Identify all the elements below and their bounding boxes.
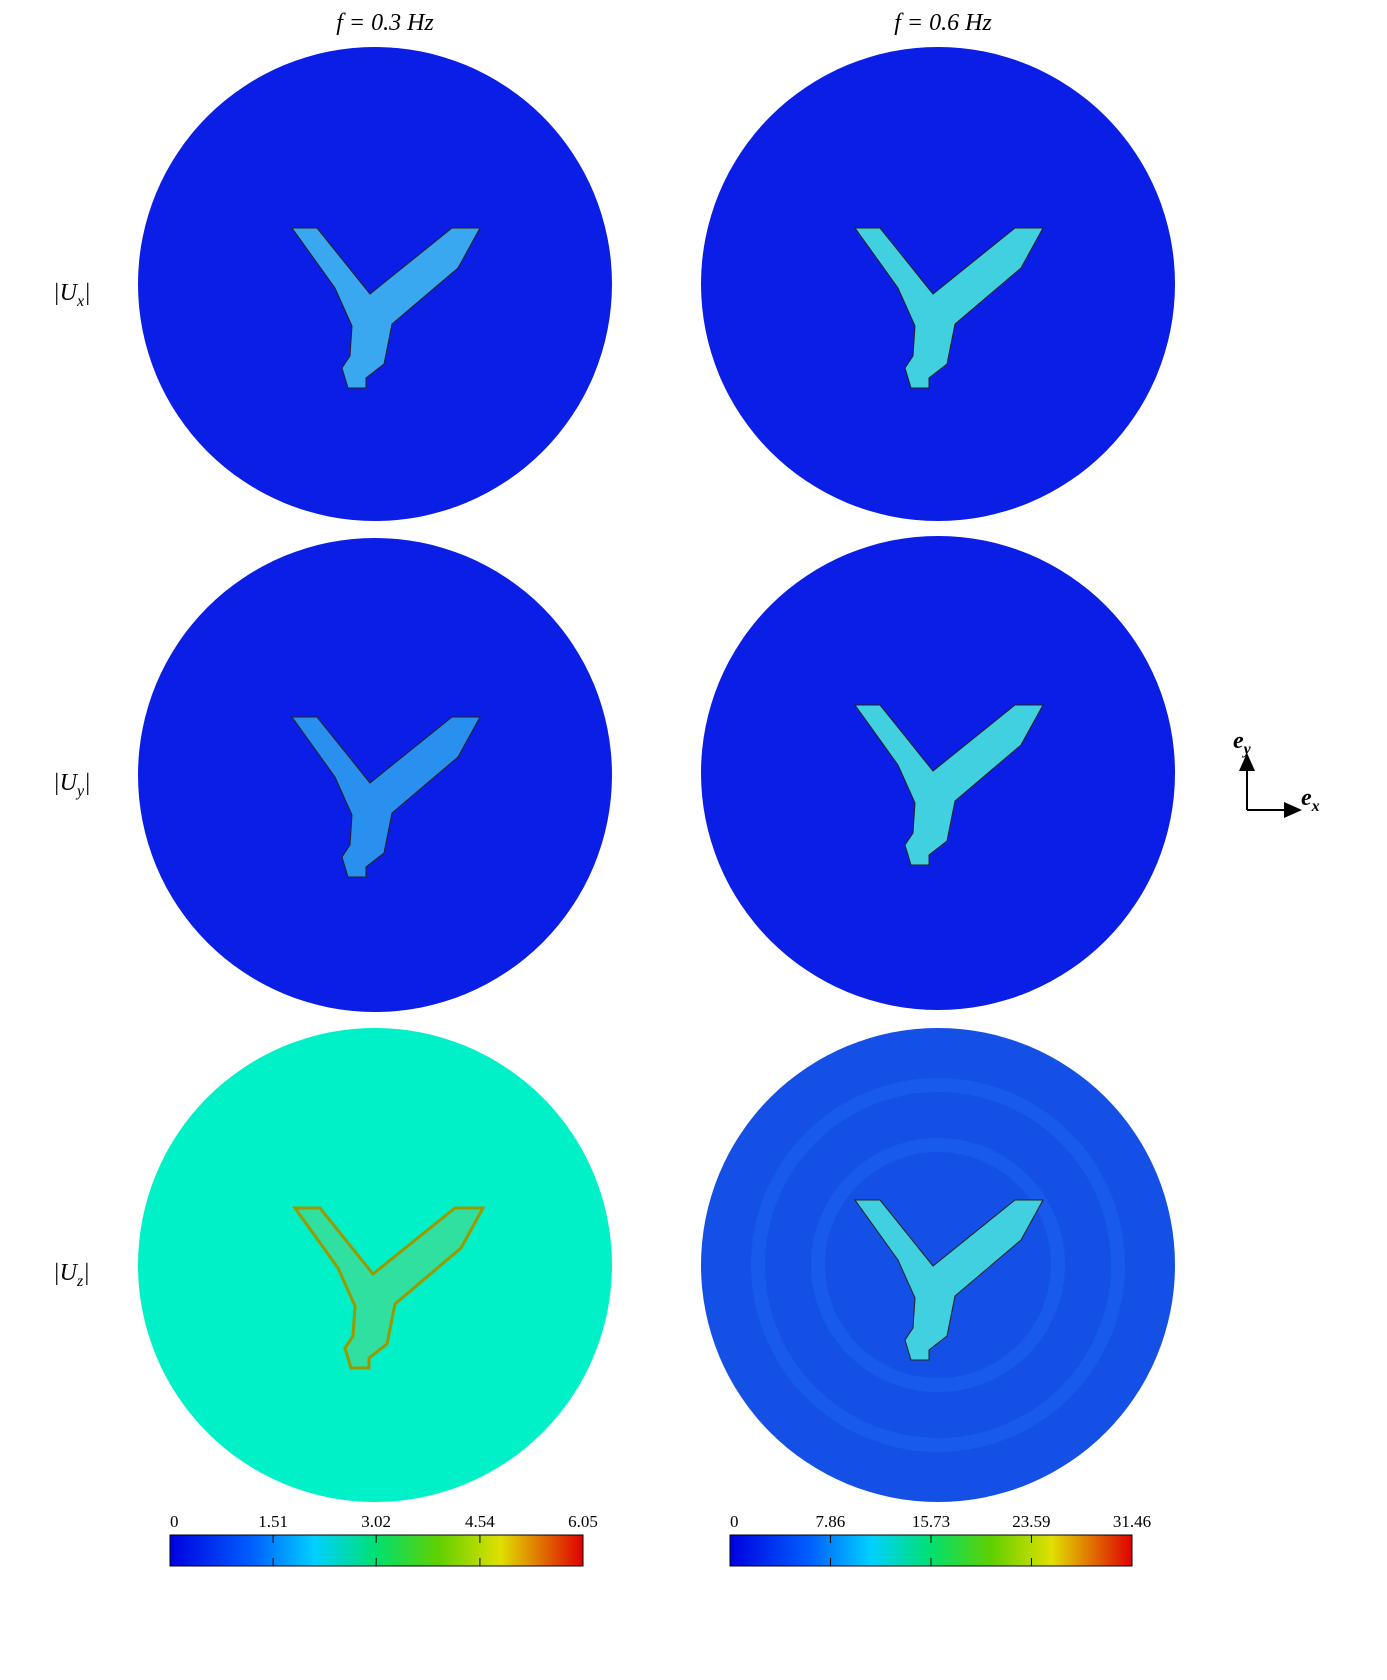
colorbar-tick-label: 3.02	[361, 1512, 391, 1531]
axes-icon: ey ex	[1233, 728, 1320, 818]
disk-plot	[138, 47, 612, 521]
colorbar-tick-label: 23.59	[1012, 1512, 1050, 1531]
disk-plot	[138, 538, 612, 1012]
colorbar-tick-label: 0	[170, 1512, 179, 1531]
disk-plot	[701, 47, 1175, 521]
row-label: |Ux|	[53, 280, 91, 310]
colorbar-tick-label: 7.86	[816, 1512, 846, 1531]
colorbar-tick-label: 31.46	[1113, 1512, 1151, 1531]
disk-plot	[701, 536, 1175, 1010]
colorbar-tick-label: 4.54	[465, 1512, 495, 1531]
colorbar-tick-label: 15.73	[912, 1512, 950, 1531]
column-title: f = 0.3 Hz	[336, 10, 434, 36]
colorbar-tick-label: 0	[730, 1512, 739, 1531]
axis-label: ey	[1233, 728, 1252, 758]
column-title: f = 0.6 Hz	[894, 10, 992, 36]
axis-label: ex	[1301, 785, 1320, 815]
row-label: |Uy|	[53, 770, 91, 800]
row-label: |Uz|	[53, 1260, 90, 1290]
colorbar-tick-label: 1.51	[258, 1512, 288, 1531]
disk-plot	[701, 1028, 1175, 1502]
colorbar-tick-label: 6.05	[568, 1512, 598, 1531]
disk-plot	[138, 1028, 612, 1502]
